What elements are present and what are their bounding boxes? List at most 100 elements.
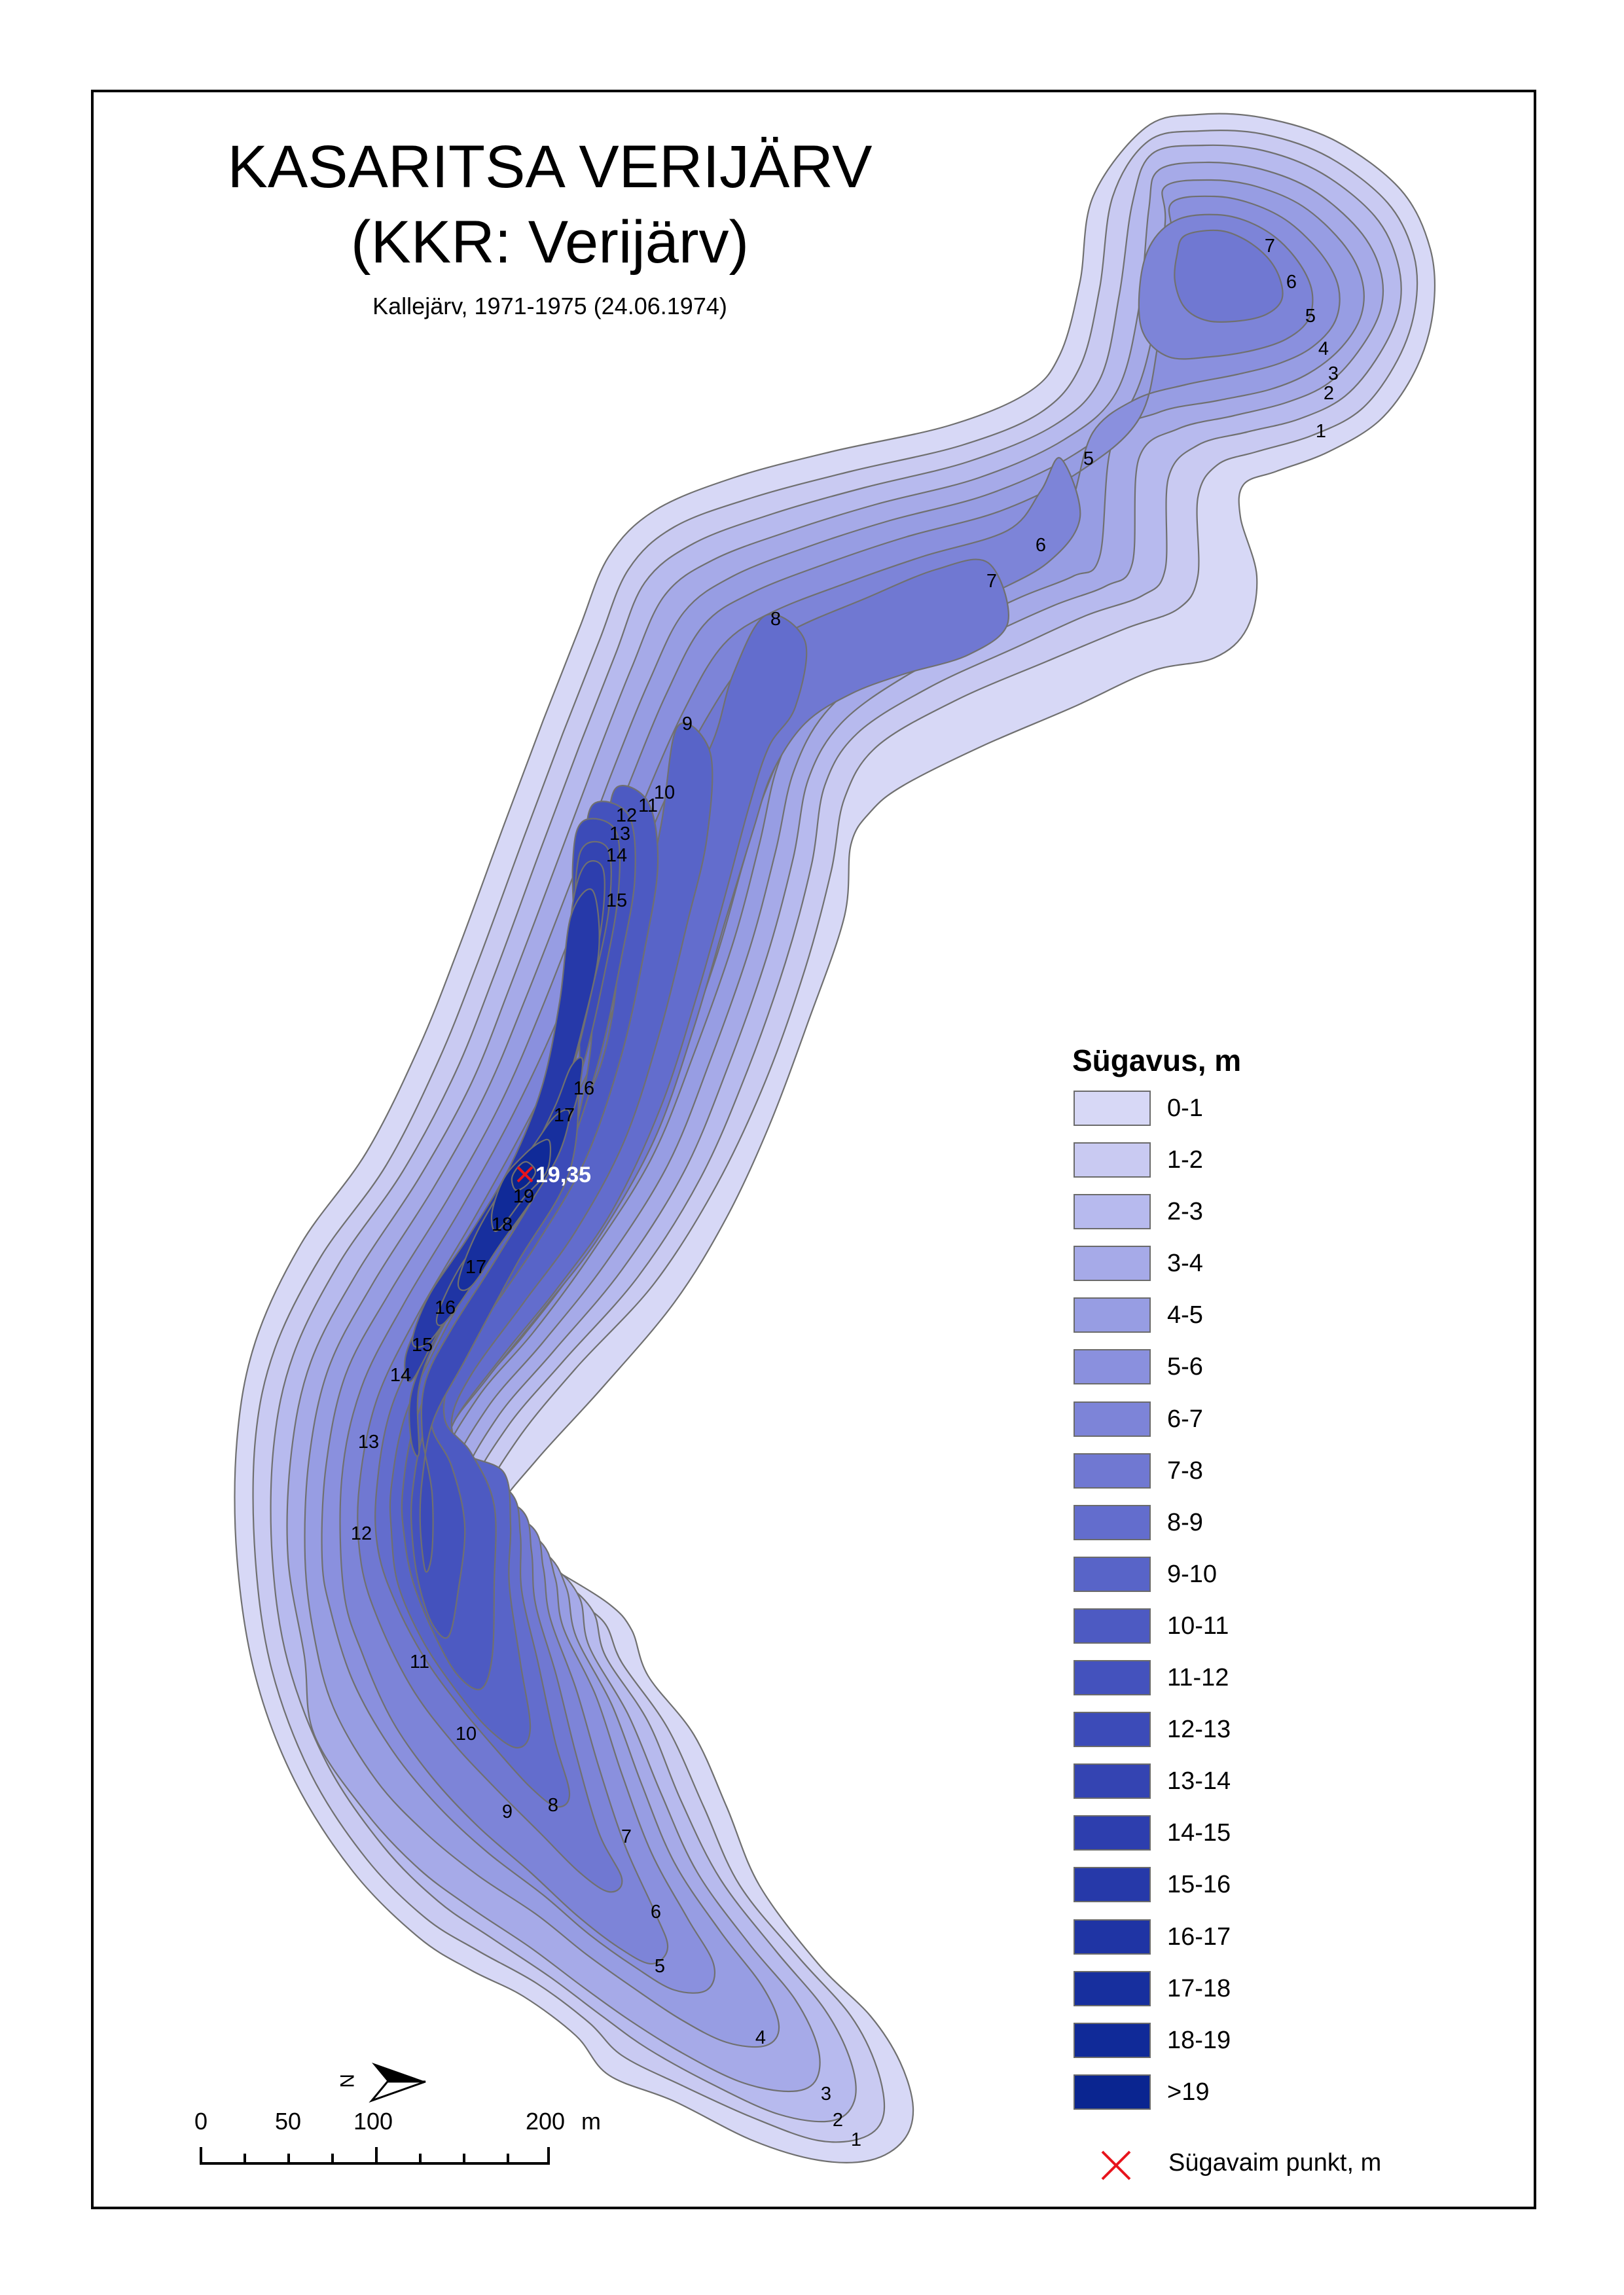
legend-label: 10-11 [1167, 1612, 1229, 1640]
legend-label: 5-6 [1167, 1353, 1203, 1381]
contour-depth-label: 5 [1083, 448, 1094, 469]
contour-depth-label: 4 [755, 2027, 766, 2048]
map-frame [91, 90, 1536, 2209]
legend-label: 6-7 [1167, 1405, 1203, 1433]
legend-item: 16-17 [1074, 1919, 1401, 1971]
legend-label: 15-16 [1167, 1871, 1231, 1899]
legend-label: 2-3 [1167, 1198, 1203, 1226]
contour-depth-label: 19 [513, 1186, 534, 1207]
legend-item: 11-12 [1074, 1660, 1401, 1712]
legend-swatch [1074, 1142, 1151, 1178]
legend-item: 6-7 [1074, 1401, 1401, 1453]
contour-depth-label: 2 [1324, 383, 1334, 404]
legend-title: Sügavus, m [1072, 1043, 1242, 1077]
legend-item: 10-11 [1074, 1608, 1401, 1660]
legend-item: 2-3 [1074, 1194, 1401, 1246]
contour-depth-label: 2 [833, 2110, 843, 2131]
contour-depth-label: 16 [573, 1078, 594, 1099]
legend-label: 16-17 [1167, 1923, 1231, 1951]
scale-bar [200, 2147, 550, 2165]
contour-depth-label: 5 [655, 1956, 665, 1977]
legend-item: 1-2 [1074, 1142, 1401, 1194]
legend-item: 7-8 [1074, 1453, 1401, 1505]
scale-label-50: 50 [275, 2108, 302, 2135]
contour-depth-label: 14 [390, 1365, 411, 1386]
legend-label: 9-10 [1167, 1560, 1218, 1588]
scale-label-100: 100 [353, 2108, 393, 2135]
map-title: KASARITSA VERIJÄRV [227, 134, 873, 200]
contour-depth-label: 11 [638, 795, 658, 816]
legend-item: >19 [1074, 2074, 1401, 2126]
north-arrow-icon [369, 2063, 426, 2103]
legend-swatch [1074, 1867, 1151, 1903]
legend-label: >19 [1167, 2078, 1210, 2106]
contour-depth-label: 9 [682, 714, 693, 734]
contour-depth-label: 8 [548, 1795, 558, 1816]
contour-depth-label: 17 [554, 1105, 575, 1126]
contour-depth-label: 16 [435, 1297, 456, 1318]
contour-depth-label: 7 [621, 1826, 632, 1847]
north-arrow-letter: N [336, 2074, 357, 2088]
legend-label: 8-9 [1167, 1508, 1203, 1536]
contour-depth-label: 6 [1036, 535, 1046, 556]
deepest-point-icon [1101, 2150, 1131, 2180]
legend-swatch [1074, 1246, 1151, 1282]
legend-swatch [1074, 1660, 1151, 1696]
deepest-point-marker [516, 1166, 533, 1183]
legend-item: 15-16 [1074, 1867, 1401, 1919]
legend-swatch [1074, 1763, 1151, 1799]
legend-swatch [1074, 1608, 1151, 1644]
contour-depth-label: 6 [651, 1902, 661, 1923]
contour-depth-label: 18 [492, 1214, 513, 1235]
depth-contour-15 [411, 888, 600, 1348]
legend-swatch [1074, 1349, 1151, 1385]
legend-item: 9-10 [1074, 1556, 1401, 1608]
legend-label: 14-15 [1167, 1819, 1231, 1847]
scale-label-200: 200 [526, 2108, 566, 2135]
legend-swatch [1074, 1297, 1151, 1333]
legend-swatch [1074, 1919, 1151, 1955]
contour-depth-label: 11 [410, 1652, 429, 1672]
legend-label: 4-5 [1167, 1301, 1203, 1329]
legend-swatch [1074, 1091, 1151, 1126]
survey-source: Kallejärv, 1971-1975 (24.06.1974) [372, 293, 727, 319]
legend-item: 12-13 [1074, 1712, 1401, 1763]
legend-label: 17-18 [1167, 1974, 1231, 2002]
legend-item: 5-6 [1074, 1349, 1401, 1401]
contour-depth-label: 9 [502, 1801, 513, 1822]
legend-swatch [1074, 1815, 1151, 1851]
contour-depth-label: 12 [351, 1523, 372, 1544]
contour-depth-label: 3 [1328, 363, 1339, 384]
contour-depth-label: 1 [851, 2129, 861, 2150]
legend-label: 18-19 [1167, 2026, 1231, 2054]
contour-depth-label: 7 [1265, 236, 1275, 257]
legend-swatch [1074, 1401, 1151, 1437]
scale-label-0: 0 [194, 2108, 208, 2135]
contour-depth-label: 15 [412, 1335, 433, 1356]
contour-labels: 7654321567891011121314151617191817161514… [351, 236, 1339, 2150]
legend-label: 12-13 [1167, 1716, 1231, 1744]
contour-depth-label: 13 [358, 1432, 379, 1453]
contour-depth-label: 8 [770, 609, 781, 630]
legend-item: 13-14 [1074, 1763, 1401, 1815]
legend-item: 14-15 [1074, 1815, 1401, 1867]
contour-depth-label: 10 [654, 782, 675, 803]
deepest-point-value: 19,35 [535, 1163, 591, 1187]
legend: 0-1 1-2 2-3 3-4 4-5 5-6 6-7 7-8 8-9 9-10 10-11 11-1… [1074, 1091, 1401, 2126]
contour-depth-label: 6 [1286, 272, 1297, 293]
contour-depth-label: 1 [1316, 421, 1326, 442]
contour-depth-label: 13 [609, 823, 630, 844]
legend-label: 13-14 [1167, 1767, 1231, 1796]
legend-label: 7-8 [1167, 1456, 1203, 1485]
contour-depth-label: 15 [606, 890, 627, 911]
legend-label: 1-2 [1167, 1146, 1203, 1174]
legend-swatch [1074, 1712, 1151, 1748]
contour-depth-label: 12 [616, 805, 637, 826]
legend-item: 0-1 [1074, 1091, 1401, 1142]
legend-item: 3-4 [1074, 1246, 1401, 1297]
legend-label: 0-1 [1167, 1094, 1203, 1122]
contour-depth-label: 7 [986, 571, 997, 592]
legend-label: 3-4 [1167, 1250, 1203, 1278]
legend-item: 18-19 [1074, 2022, 1401, 2074]
scale-unit: m [581, 2108, 601, 2135]
